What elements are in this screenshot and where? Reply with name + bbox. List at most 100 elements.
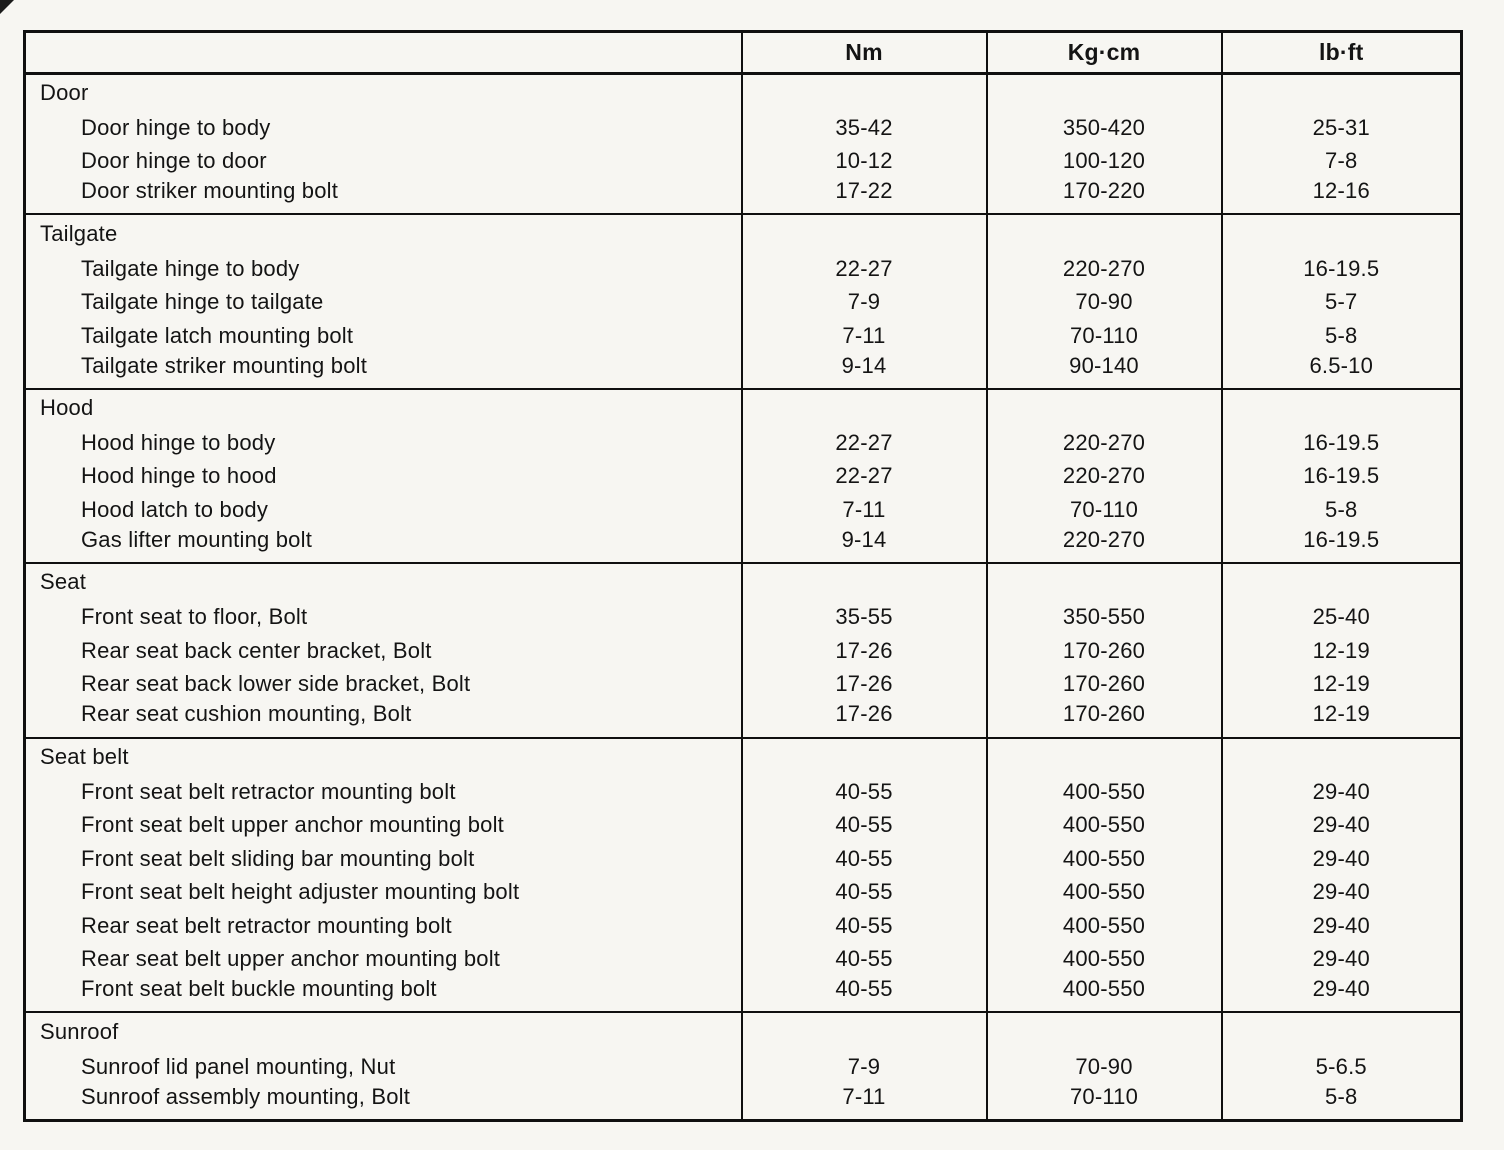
- table-row: Front seat belt upper anchor mounting bo…: [25, 808, 1462, 842]
- kgcm-value: 400-550: [985, 841, 1222, 876]
- empty-value-cell: [1220, 736, 1462, 776]
- row-label: Tailgate hinge to tailgate: [81, 289, 324, 315]
- kgcm-value: 220-270: [985, 526, 1222, 564]
- lbft-value: 16-19.5: [1220, 526, 1462, 564]
- row-label: Door hinge to body: [81, 114, 271, 140]
- nm-value: 7-11: [740, 493, 987, 527]
- row-label: Door striker mounting bolt: [81, 178, 339, 204]
- table-row: Front seat belt retractor mounting bolt 4…: [25, 775, 1462, 809]
- row-label: Tailgate striker mounting bolt: [81, 352, 368, 378]
- nm-value: 7-11: [740, 318, 987, 353]
- nm-value: 22-27: [740, 426, 987, 460]
- table-row: Hood hinge to body 22-27 220-270 16-19.5: [25, 426, 1462, 460]
- header-kgcm: Kg·cm: [985, 31, 1222, 75]
- section-title: Seat: [24, 562, 742, 601]
- lbft-value: 12-16: [1220, 177, 1462, 215]
- empty-value-cell: [985, 736, 1222, 776]
- kgcm-value: 70-110: [985, 1083, 1222, 1121]
- row-label: Front seat to floor, Bolt: [81, 604, 308, 630]
- lbft-value: 5-7: [1220, 285, 1462, 319]
- table-row: Hood latch to body 7-11 70-110 5-8: [25, 493, 1462, 527]
- nm-value: 40-55: [740, 841, 987, 876]
- empty-value-cell: [985, 1011, 1222, 1050]
- row-label: Front seat belt sliding bar mounting bol…: [81, 845, 475, 871]
- section-title: Seat belt: [24, 736, 742, 776]
- kgcm-value: 400-550: [985, 808, 1222, 842]
- table-row: Sunroof lid panel mounting, Nut 7-9 70-90 5…: [25, 1049, 1462, 1084]
- table-body: Door Door hinge to body 35-42 350-420 25-31 D…: [24, 72, 1462, 1121]
- lbft-value: 29-40: [1220, 908, 1462, 943]
- row-label: Tailgate hinge to body: [81, 255, 300, 281]
- row-label: Rear seat back lower side bracket, Bolt: [81, 671, 471, 697]
- lbft-value: 16-19.5: [1220, 251, 1462, 286]
- kgcm-value: 100-120: [985, 144, 1222, 178]
- kgcm-value: 220-270: [985, 426, 1222, 460]
- empty-value-cell: [740, 72, 987, 112]
- empty-value-cell: [1220, 1011, 1462, 1050]
- empty-value-cell: [985, 387, 1222, 427]
- row-label: Gas lifter mounting bolt: [81, 526, 313, 552]
- kgcm-value: 220-270: [985, 251, 1222, 286]
- empty-value-cell: [985, 72, 1222, 112]
- kgcm-value: 90-140: [985, 352, 1222, 389]
- row-label: Rear seat belt upper anchor mounting bol…: [81, 946, 501, 972]
- table-row: Rear seat cushion mounting, Bolt 17-26 170…: [25, 701, 1462, 738]
- nm-value: 17-26: [740, 634, 987, 668]
- empty-value-cell: [985, 562, 1222, 601]
- header-lbft: lb·ft: [1220, 31, 1462, 75]
- row-label: Hood latch to body: [81, 496, 269, 522]
- empty-value-cell: [985, 213, 1222, 252]
- table-row: Front seat belt buckle mounting bolt 40-5…: [25, 975, 1462, 1013]
- table-row: Tailgate latch mounting bolt 7-11 70-110 5-…: [25, 318, 1462, 353]
- empty-value-cell: [1220, 72, 1462, 112]
- row-label: Sunroof assembly mounting, Bolt: [81, 1083, 411, 1109]
- kgcm-value: 220-270: [985, 459, 1222, 494]
- table-row: Door hinge to door 10-12 100-120 7-8: [25, 144, 1462, 178]
- empty-value-cell: [1220, 562, 1462, 601]
- kgcm-value: 400-550: [985, 975, 1222, 1013]
- kgcm-value: 400-550: [985, 908, 1222, 943]
- table-row: Rear seat back center bracket, Bolt 17-26…: [25, 634, 1462, 668]
- row-label: Hood hinge to hood: [81, 463, 277, 489]
- row-label: Front seat belt upper anchor mounting bo…: [81, 812, 504, 838]
- lbft-value: 6.5-10: [1220, 352, 1462, 389]
- nm-value: 9-14: [740, 526, 987, 564]
- lbft-value: 12-19: [1220, 634, 1462, 668]
- nm-value: 7-9: [740, 285, 987, 319]
- table-row: Rear seat back lower side bracket, Bolt 1…: [25, 667, 1462, 702]
- table-row: Rear seat belt upper anchor mounting bol…: [25, 942, 1462, 976]
- table-row: Tailgate striker mounting bolt 9-14 90-140…: [25, 352, 1462, 389]
- kgcm-value: 170-260: [985, 634, 1222, 668]
- table-row: Rear seat belt retractor mounting bolt 40…: [25, 908, 1462, 943]
- section-header-row: Seat belt: [24, 736, 1462, 776]
- section-header-row: Seat: [24, 562, 1462, 601]
- nm-value: 10-12: [740, 144, 987, 178]
- nm-value: 35-55: [740, 600, 987, 635]
- nm-value: 17-26: [740, 667, 987, 702]
- kgcm-value: 70-110: [985, 318, 1222, 353]
- lbft-value: 25-31: [1220, 111, 1462, 145]
- lbft-value: 7-8: [1220, 144, 1462, 178]
- section-header-row: Sunroof: [24, 1011, 1462, 1050]
- kgcm-value: 400-550: [985, 775, 1222, 809]
- kgcm-value: 170-260: [985, 667, 1222, 702]
- header-row: Nm Kg·cm lb·ft: [24, 31, 1462, 75]
- nm-value: 35-42: [740, 111, 987, 145]
- lbft-value: 29-40: [1220, 975, 1462, 1013]
- nm-value: 40-55: [740, 942, 987, 976]
- nm-value: 17-26: [740, 701, 987, 738]
- section-title: Door: [24, 72, 742, 112]
- lbft-value: 29-40: [1220, 775, 1462, 809]
- table-header: Nm Kg·cm lb·ft: [24, 31, 1462, 75]
- torque-spec-table: Nm Kg·cm lb·ft Door Door hinge to body 35-…: [23, 30, 1463, 1122]
- section-header-row: Door: [24, 72, 1462, 112]
- section-title: Hood: [24, 387, 742, 427]
- kgcm-value: 350-550: [985, 600, 1222, 635]
- row-label: Front seat belt height adjuster mounting…: [81, 879, 520, 905]
- nm-value: 17-22: [740, 177, 987, 215]
- lbft-value: 29-40: [1220, 875, 1462, 909]
- nm-value: 7-9: [740, 1049, 987, 1084]
- empty-value-cell: [740, 1011, 987, 1050]
- row-label: Rear seat cushion mounting, Bolt: [81, 701, 412, 727]
